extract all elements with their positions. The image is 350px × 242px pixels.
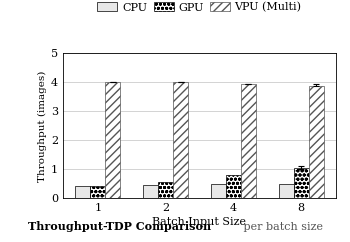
Text: per batch size: per batch size xyxy=(240,222,323,232)
Bar xyxy=(226,175,241,198)
Y-axis label: Throughput (images): Throughput (images) xyxy=(38,70,47,182)
Text: Throughput-TDP Comparison: Throughput-TDP Comparison xyxy=(28,221,211,232)
Bar xyxy=(173,82,188,198)
Bar xyxy=(279,184,294,198)
Bar xyxy=(90,186,105,198)
Bar xyxy=(158,182,173,198)
Bar xyxy=(294,168,309,198)
Bar xyxy=(143,185,158,198)
Legend: CPU, GPU, VPU (Multi): CPU, GPU, VPU (Multi) xyxy=(93,0,306,17)
Bar xyxy=(241,84,256,198)
Bar xyxy=(309,86,324,198)
X-axis label: Batch Input Size: Batch Input Size xyxy=(153,218,246,227)
Bar xyxy=(211,184,226,198)
Bar xyxy=(75,186,90,198)
Bar xyxy=(105,82,120,198)
